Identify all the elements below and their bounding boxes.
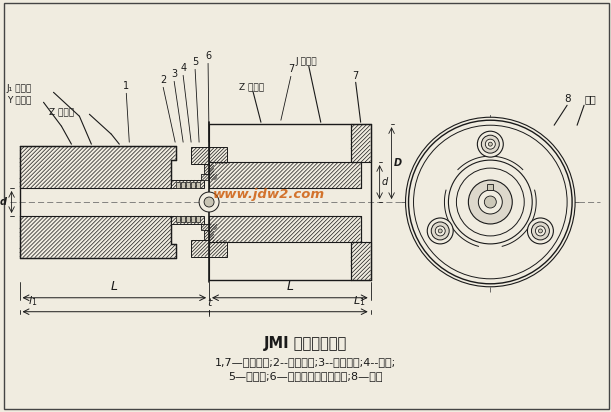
Polygon shape bbox=[181, 182, 185, 188]
Circle shape bbox=[406, 117, 575, 287]
Text: L: L bbox=[287, 280, 293, 293]
Text: 3: 3 bbox=[171, 69, 177, 80]
Polygon shape bbox=[20, 146, 176, 188]
Text: 7: 7 bbox=[353, 71, 359, 81]
Polygon shape bbox=[204, 164, 214, 174]
Text: d: d bbox=[382, 177, 388, 187]
Text: d: d bbox=[0, 197, 7, 207]
Circle shape bbox=[199, 192, 219, 212]
Polygon shape bbox=[201, 224, 217, 230]
Text: $l_1$: $l_1$ bbox=[27, 294, 37, 308]
Text: Z 型轴孔: Z 型轴孔 bbox=[49, 107, 75, 116]
Circle shape bbox=[438, 229, 442, 233]
Polygon shape bbox=[351, 124, 371, 162]
Text: 标志: 标志 bbox=[584, 94, 596, 104]
Text: 1: 1 bbox=[123, 81, 130, 91]
Polygon shape bbox=[191, 240, 227, 257]
Text: 8: 8 bbox=[564, 94, 571, 104]
Circle shape bbox=[427, 218, 453, 244]
Text: 1,7—半联轴器;2--扣紧螺母;3--六角螺母;4--隔圈;: 1,7—半联轴器;2--扣紧螺母;3--六角螺母;4--隔圈; bbox=[215, 356, 397, 367]
Polygon shape bbox=[209, 216, 360, 242]
Text: 6: 6 bbox=[205, 52, 211, 61]
Circle shape bbox=[481, 135, 499, 153]
Circle shape bbox=[431, 222, 449, 240]
Circle shape bbox=[435, 226, 445, 236]
Text: www.jdw2.com: www.jdw2.com bbox=[213, 187, 325, 201]
Circle shape bbox=[527, 218, 554, 244]
Circle shape bbox=[535, 226, 546, 236]
Polygon shape bbox=[20, 216, 176, 258]
Circle shape bbox=[485, 196, 496, 208]
Polygon shape bbox=[186, 182, 190, 188]
Polygon shape bbox=[171, 180, 204, 188]
Text: J₁ 型轴孔: J₁ 型轴孔 bbox=[7, 84, 32, 93]
Circle shape bbox=[532, 222, 549, 240]
Polygon shape bbox=[209, 162, 360, 188]
Circle shape bbox=[204, 197, 214, 207]
Text: J 型轴孔: J 型轴孔 bbox=[296, 57, 318, 66]
Polygon shape bbox=[204, 230, 214, 240]
Text: L: L bbox=[111, 280, 118, 293]
Circle shape bbox=[485, 139, 496, 149]
Circle shape bbox=[469, 180, 512, 224]
Polygon shape bbox=[191, 147, 227, 164]
Text: 5: 5 bbox=[192, 57, 198, 68]
Text: JMI 型膜片联轴器: JMI 型膜片联轴器 bbox=[264, 336, 348, 351]
Circle shape bbox=[488, 142, 492, 146]
Text: Y 型轴孔: Y 型轴孔 bbox=[7, 95, 31, 104]
Polygon shape bbox=[351, 242, 371, 280]
Text: 7: 7 bbox=[288, 64, 294, 74]
Polygon shape bbox=[171, 216, 204, 224]
Circle shape bbox=[538, 229, 543, 233]
Text: 4: 4 bbox=[180, 63, 186, 73]
Polygon shape bbox=[181, 216, 185, 222]
Text: $L_1$: $L_1$ bbox=[353, 294, 365, 308]
Circle shape bbox=[477, 131, 503, 157]
Polygon shape bbox=[176, 216, 180, 222]
Text: t: t bbox=[207, 298, 211, 308]
Polygon shape bbox=[196, 182, 200, 188]
Text: 5—支承圈;6—六角头铰制孔用螺栓;8—膜片: 5—支承圈;6—六角头铰制孔用螺栓;8—膜片 bbox=[229, 370, 383, 381]
Polygon shape bbox=[176, 182, 180, 188]
Text: Z 型轴孔: Z 型轴孔 bbox=[239, 82, 264, 91]
Circle shape bbox=[478, 190, 502, 214]
Bar bbox=[488, 184, 493, 190]
Text: D: D bbox=[393, 158, 401, 168]
Polygon shape bbox=[191, 216, 195, 222]
Text: 2: 2 bbox=[160, 75, 166, 85]
Polygon shape bbox=[196, 216, 200, 222]
Polygon shape bbox=[201, 174, 217, 180]
Polygon shape bbox=[186, 216, 190, 222]
Polygon shape bbox=[191, 182, 195, 188]
